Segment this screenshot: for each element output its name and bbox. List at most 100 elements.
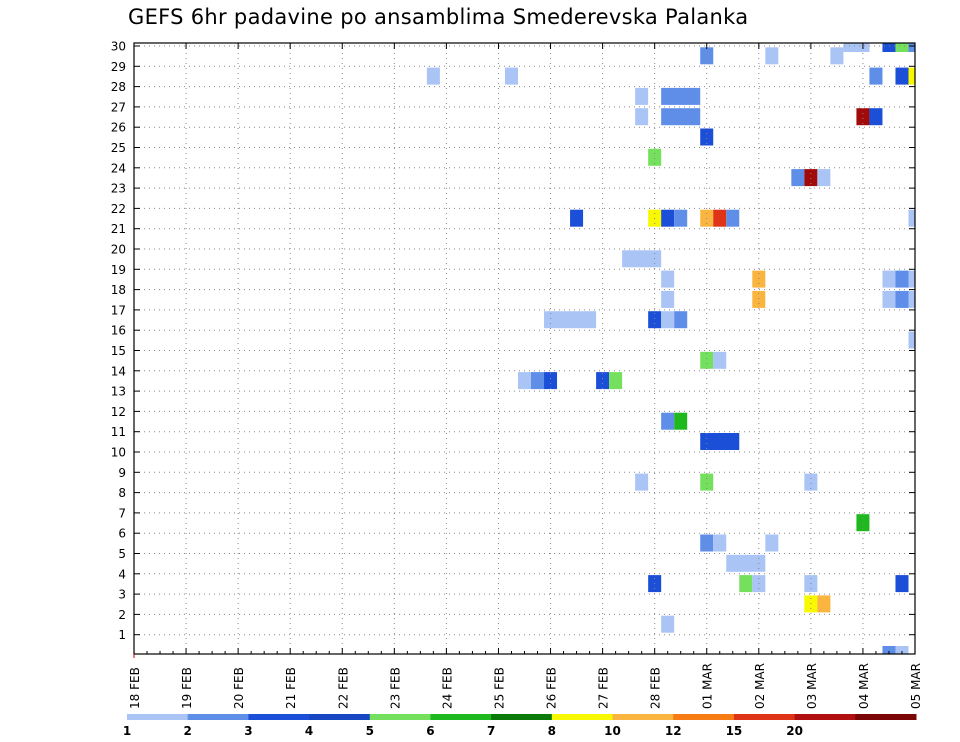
y-tick-label: 18 (111, 283, 126, 297)
heatmap-cell (661, 615, 675, 633)
colorbar-swatch (551, 714, 614, 720)
heatmap-cell (817, 595, 831, 613)
heatmap-cell (661, 270, 675, 288)
heatmap-cell (700, 351, 714, 369)
x-tick-label: 18 FEB (128, 667, 142, 709)
plot-grid (134, 43, 915, 654)
y-tick-label: 9 (118, 466, 126, 480)
colorbar-swatch (612, 714, 674, 720)
x-tick-label: 02 MAR (753, 663, 767, 709)
heatmap-cell (895, 270, 909, 288)
y-tick-label: 8 (118, 486, 126, 500)
heatmap-cell (882, 270, 896, 288)
heatmap-cell (895, 290, 909, 308)
colorbar-label: 3 (244, 724, 252, 738)
y-tick-label: 15 (111, 344, 126, 358)
y-tick-label: 29 (111, 60, 126, 74)
heatmap-cell (908, 290, 915, 308)
x-tick-label: 21 FEB (284, 667, 298, 709)
heatmap-cell (856, 108, 870, 126)
heatmap-cell (661, 290, 675, 308)
x-tick-label: 24 FEB (440, 667, 454, 709)
heatmap-cell (765, 47, 779, 65)
heatmap-cell (713, 351, 727, 369)
heatmap-cell (517, 372, 532, 390)
colorbar-swatch (491, 714, 553, 720)
y-tick-label: 16 (111, 324, 126, 338)
colorbar-label: 4 (305, 724, 313, 738)
heatmap-cell (635, 108, 649, 126)
y-tick-label: 10 (111, 446, 126, 460)
colorbar-swatch (855, 714, 917, 720)
heatmap-cell (739, 575, 753, 593)
heatmap-cell (869, 108, 883, 126)
y-tick-label: 21 (111, 222, 126, 236)
colorbar-swatch (127, 714, 189, 720)
heatmap-cell (908, 209, 915, 227)
colorbar-swatch (733, 714, 796, 720)
heatmap-cell (635, 473, 649, 491)
y-axis: 1234567891011121314151617181920212223242… (111, 40, 915, 642)
colorbar-label: 1 (123, 724, 131, 738)
heatmap-cell (908, 67, 915, 85)
x-tick-label: 01 MAR (701, 663, 715, 709)
colorbar-swatch (248, 714, 310, 720)
y-tick-label: 20 (111, 243, 126, 257)
heatmap-cell (882, 43, 896, 52)
heatmap-cell (609, 372, 623, 390)
heatmap-cell (869, 67, 883, 85)
y-tick-label: 12 (111, 405, 126, 419)
heatmap-cell (791, 169, 805, 187)
x-tick-label: 27 FEB (597, 667, 611, 709)
heatmap-cell (713, 534, 727, 552)
heatmap-cell (648, 148, 662, 166)
colorbar-label: 8 (548, 724, 556, 738)
heatmap-cell (726, 554, 766, 572)
y-tick-label: 11 (111, 425, 126, 439)
colorbar-swatch (673, 714, 735, 720)
x-tick-label: 25 FEB (492, 667, 506, 709)
heatmap-cell (908, 270, 915, 288)
heatmap-cell (700, 128, 714, 146)
heatmap-cell (713, 209, 727, 227)
colorbar-label: 6 (426, 724, 434, 738)
heatmap-cell (661, 209, 675, 227)
heatmap-cell (882, 646, 896, 654)
x-tick-label: 26 FEB (545, 667, 559, 709)
y-tick-label: 22 (111, 202, 126, 216)
y-tick-label: 30 (111, 40, 126, 54)
heatmap-cell (674, 412, 688, 430)
heatmap-cell (661, 311, 675, 329)
heatmap-cell (817, 169, 831, 187)
plot-frame (133, 42, 916, 655)
x-tick-label: 19 FEB (180, 667, 194, 709)
heatmap-cell (661, 108, 701, 126)
colorbar-label: 2 (184, 724, 192, 738)
colorbar: 1 2 3 4 5 6 7 8 10 12 15 20 (123, 714, 917, 738)
heatmap-cell (752, 290, 766, 308)
y-tick-label: 27 (111, 100, 126, 114)
heatmap-cell (700, 433, 740, 450)
y-tick-label: 25 (111, 141, 126, 155)
x-tick-label: 20 FEB (232, 667, 246, 709)
heatmap-cell (726, 209, 740, 227)
y-tick-label: 17 (111, 303, 126, 317)
colorbar-swatch (309, 714, 371, 720)
colorbar-label: 10 (604, 724, 621, 738)
heatmap-cell (908, 43, 915, 52)
heatmap-cell (882, 290, 896, 308)
colorbar-label: 7 (487, 724, 495, 738)
heatmap-cell (700, 47, 714, 65)
y-tick-label: 13 (111, 385, 126, 399)
colorbar-swatch (369, 714, 431, 720)
heatmap-cell (895, 67, 909, 85)
colorbar-label: 5 (366, 724, 374, 738)
heatmap-cell (570, 209, 584, 227)
y-tick-label: 1 (118, 628, 126, 642)
heatmap-cell (908, 331, 915, 349)
heatmap-cell (856, 514, 870, 532)
x-tick-label: 23 FEB (388, 667, 402, 709)
heatmap-cells (426, 43, 915, 654)
y-tick-label: 23 (111, 182, 126, 196)
colorbar-label: 20 (786, 724, 803, 738)
